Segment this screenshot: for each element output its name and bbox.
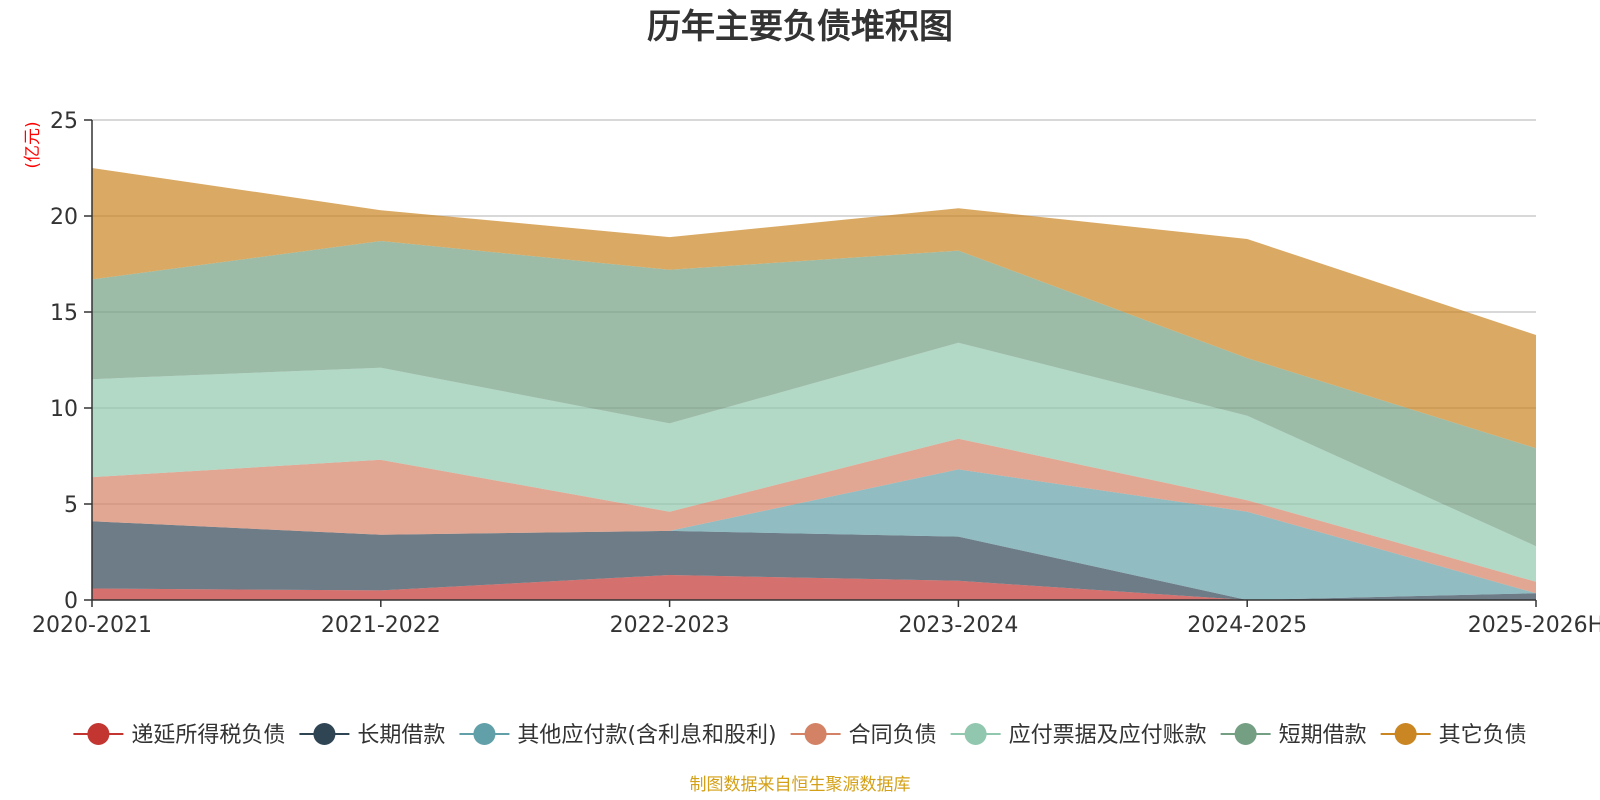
area-series[interactable] bbox=[92, 241, 1536, 547]
legend-item[interactable]: 递延所得税负债 bbox=[73, 723, 285, 748]
legend-marker bbox=[473, 723, 496, 745]
legend-label: 应付票据及应付账款 bbox=[1009, 723, 1207, 748]
legend-label: 短期借款 bbox=[1279, 723, 1367, 748]
axes: 0 5 10 15 20 25 2020-2021 2021-2022 2022-2023 202… bbox=[32, 109, 1600, 638]
legend-label: 其它负债 bbox=[1439, 723, 1527, 748]
legend-item[interactable]: 长期借款 bbox=[299, 723, 445, 748]
chart-title: 历年主要负债堆积图 bbox=[647, 7, 953, 47]
y-axis-unit-label: (亿元) bbox=[23, 121, 43, 168]
x-tick-label: 2023-2024 bbox=[898, 613, 1018, 638]
y-tick-label: 10 bbox=[50, 397, 78, 422]
legend-label: 其他应付款(含利息和股利) bbox=[517, 723, 776, 748]
area-series[interactable] bbox=[92, 575, 1536, 600]
legend-item[interactable]: 其他应付款(含利息和股利) bbox=[459, 723, 777, 748]
x-tick-label: 2021-2022 bbox=[321, 613, 441, 638]
x-tick-label: 2025-2026H bbox=[1468, 613, 1600, 638]
data-source-note: 制图数据来自恒生聚源数据库 bbox=[690, 775, 911, 795]
legend-label: 递延所得税负债 bbox=[131, 723, 285, 748]
legend-item[interactable]: 其它负债 bbox=[1380, 723, 1527, 748]
legend-marker bbox=[964, 723, 987, 745]
legend-label: 长期借款 bbox=[357, 723, 445, 748]
area-series[interactable] bbox=[92, 168, 1536, 449]
legend-marker bbox=[1234, 723, 1257, 745]
legend-label: 合同负债 bbox=[849, 723, 937, 748]
legend[interactable]: 递延所得税负债 长期借款 其他应付款(含利息和股利) 合同负债 应付票据及应付账款 短期借… bbox=[73, 723, 1527, 748]
area-series[interactable] bbox=[92, 342, 1536, 582]
legend-item[interactable]: 应付票据及应付账款 bbox=[950, 723, 1207, 748]
legend-marker bbox=[87, 723, 110, 745]
area-series[interactable] bbox=[92, 521, 1536, 600]
y-tick-label: 5 bbox=[64, 493, 78, 518]
area-series-group bbox=[92, 168, 1536, 600]
area-series[interactable] bbox=[92, 438, 1536, 594]
area-series[interactable] bbox=[92, 469, 1536, 600]
y-tick-label: 15 bbox=[50, 301, 78, 326]
y-tick-label: 25 bbox=[50, 109, 78, 134]
y-tick-label: 20 bbox=[50, 205, 78, 230]
x-tick-label: 2020-2021 bbox=[32, 613, 152, 638]
legend-marker bbox=[1394, 723, 1417, 745]
y-tick-label: 0 bbox=[64, 589, 78, 614]
x-tick-label: 2022-2023 bbox=[610, 613, 730, 638]
legend-marker bbox=[313, 723, 336, 745]
legend-marker bbox=[804, 723, 827, 745]
x-tick-label: 2024-2025 bbox=[1187, 613, 1307, 638]
legend-item[interactable]: 合同负债 bbox=[790, 723, 937, 748]
legend-item[interactable]: 短期借款 bbox=[1220, 723, 1367, 748]
